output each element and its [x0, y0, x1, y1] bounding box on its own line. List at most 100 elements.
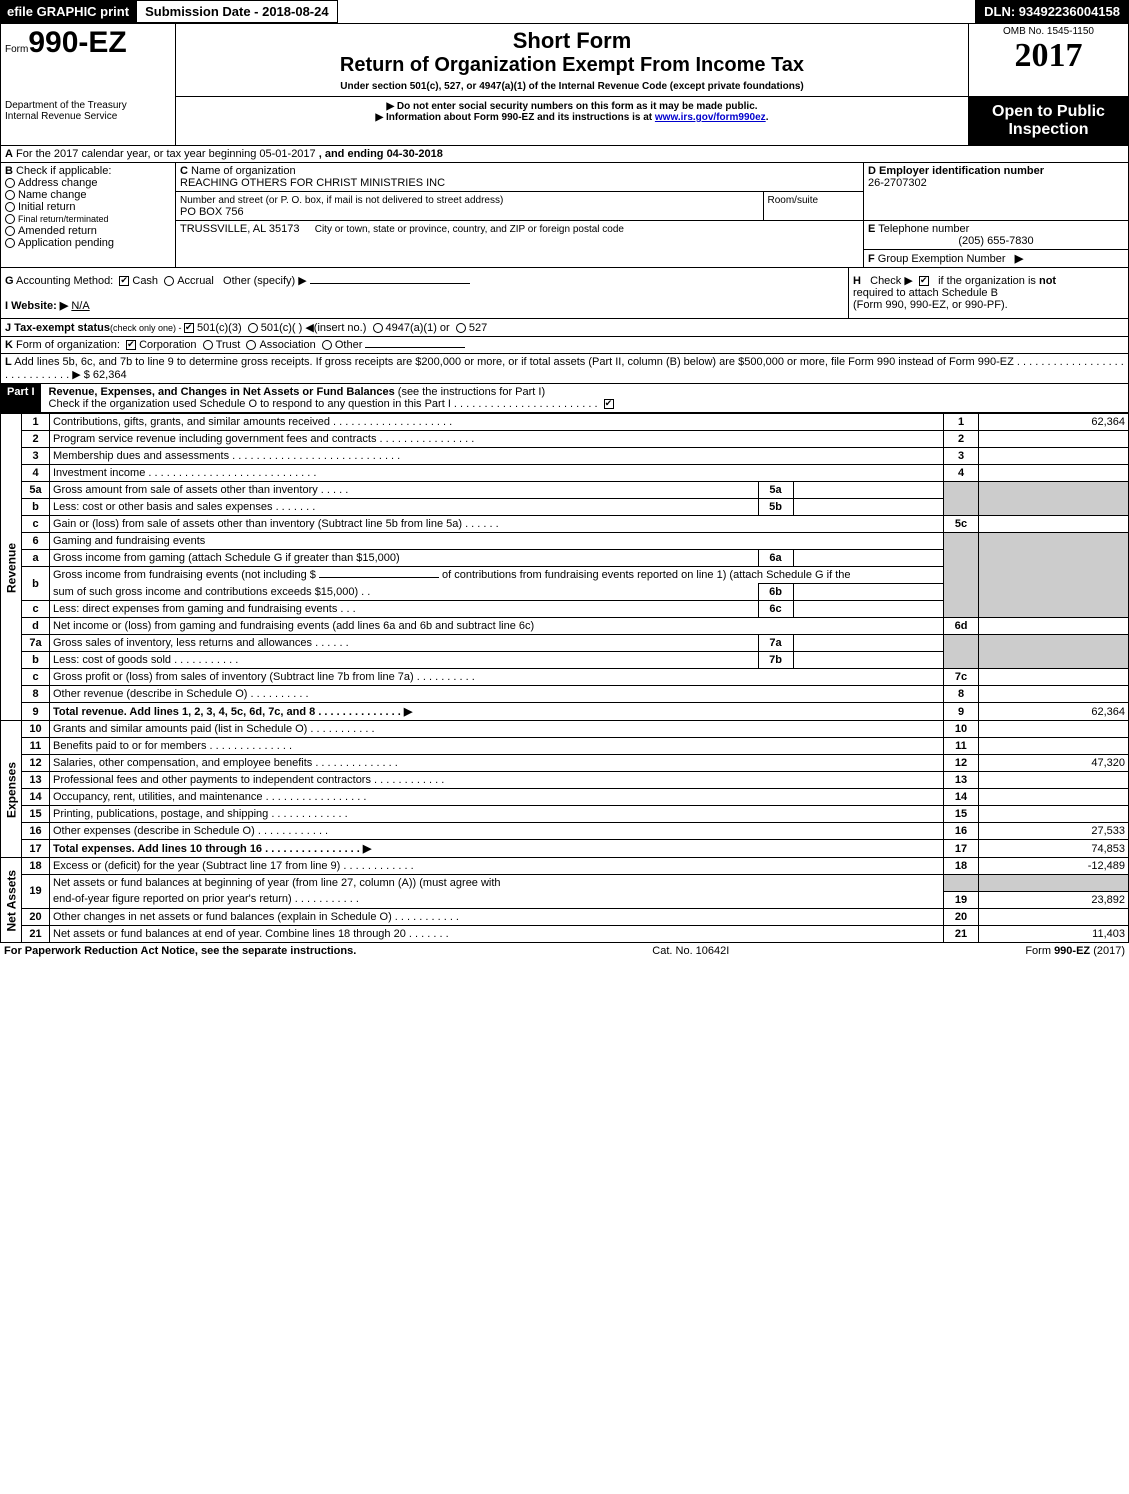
check-501c3[interactable]	[184, 323, 194, 333]
gray-6v	[979, 533, 1129, 618]
check-name-change[interactable]	[5, 190, 15, 200]
open-to-public: Open to Public	[973, 103, 1124, 121]
line-14-ref: 14	[944, 789, 979, 806]
check-initial-return[interactable]	[5, 202, 15, 212]
line-5c-num: c	[22, 516, 50, 533]
check-h[interactable]	[919, 276, 929, 286]
line-16-num: 16	[22, 823, 50, 840]
line-6b-desc1: Gross income from fundraising events (no…	[53, 569, 316, 581]
k-corp: Corporation	[139, 339, 196, 351]
line-10-ref: 10	[944, 721, 979, 738]
check-501c[interactable]	[248, 323, 258, 333]
gray-5	[944, 482, 979, 516]
check-4947[interactable]	[373, 323, 383, 333]
check-address-change[interactable]	[5, 178, 15, 188]
row-a-end: , and ending 04-30-2018	[319, 148, 443, 160]
line-7c-num: c	[22, 669, 50, 686]
line-6b-midval	[793, 584, 943, 601]
line-3-num: 3	[22, 448, 50, 465]
line-15-desc: Printing, publications, postage, and shi…	[50, 806, 944, 823]
line-13-desc: Professional fees and other payments to …	[50, 772, 944, 789]
footer-right-form: 990-EZ	[1054, 945, 1090, 957]
line-5a-midval	[793, 482, 943, 498]
check-corp[interactable]	[126, 340, 136, 350]
telephone: (205) 655-7830	[868, 235, 1124, 247]
line-6b-num: b	[22, 567, 50, 601]
row-g-label: G	[5, 275, 14, 287]
org-address: PO BOX 756	[180, 206, 244, 218]
check-app-pending[interactable]	[5, 238, 15, 248]
check-assoc[interactable]	[246, 340, 256, 350]
line-19-desc2: end-of-year figure reported on prior yea…	[50, 891, 944, 908]
part-i-title: Revenue, Expenses, and Changes in Net As…	[49, 386, 395, 398]
check-schedule-o[interactable]	[604, 399, 614, 409]
line-5a-desc: Gross amount from sale of assets other t…	[50, 482, 758, 498]
netassets-vlabel: Net Assets	[1, 858, 22, 943]
k-assoc: Association	[259, 339, 315, 351]
line-21-ref: 21	[944, 925, 979, 942]
check-accrual[interactable]	[164, 276, 174, 286]
part-i-lines-table: Revenue 1 Contributions, gifts, grants, …	[0, 413, 1129, 943]
line-14-num: 14	[22, 789, 50, 806]
line-4-val	[979, 465, 1129, 482]
line-6-desc: Gaming and fundraising events	[50, 533, 944, 550]
website: N/A	[71, 300, 89, 312]
line-1-ref: 1	[944, 414, 979, 431]
check-other[interactable]	[322, 340, 332, 350]
footer-mid: Cat. No. 10642I	[652, 945, 729, 957]
line-11-ref: 11	[944, 738, 979, 755]
line-5c-ref: 5c	[944, 516, 979, 533]
line-1-num: 1	[22, 414, 50, 431]
line-4-desc: Investment income . . . . . . . . . . . …	[50, 465, 944, 482]
check-cash[interactable]	[119, 276, 129, 286]
line-8-ref: 8	[944, 686, 979, 703]
row-e-text: Telephone number	[878, 223, 969, 235]
line-12-ref: 12	[944, 755, 979, 772]
line-10-num: 10	[22, 721, 50, 738]
row-c-text: Name of organization	[191, 165, 296, 177]
line-6d-ref: 6d	[944, 618, 979, 635]
inspection: Inspection	[973, 121, 1124, 139]
check-527[interactable]	[456, 323, 466, 333]
efile-print-button[interactable]: efile GRAPHIC print	[0, 0, 136, 23]
h-text4: (Form 990, 990-EZ, or 990-PF).	[853, 299, 1008, 311]
line-5a-mid: 5a	[758, 482, 793, 498]
org-name: REACHING OTHERS FOR CHRIST MINISTRIES IN…	[180, 177, 445, 189]
footer-left: For Paperwork Reduction Act Notice, see …	[4, 945, 356, 957]
line-6d-val	[979, 618, 1129, 635]
line-7c-desc: Gross profit or (loss) from sales of inv…	[50, 669, 944, 686]
line-7a-num: 7a	[22, 635, 50, 652]
line-6c-mid: 6c	[758, 601, 793, 617]
line-11-num: 11	[22, 738, 50, 755]
line-7a-desc: Gross sales of inventory, less returns a…	[50, 635, 758, 651]
line-13-num: 13	[22, 772, 50, 789]
line-5b-desc: Less: cost or other basis and sales expe…	[50, 499, 758, 515]
line-7c-ref: 7c	[944, 669, 979, 686]
line-15-num: 15	[22, 806, 50, 823]
line-3-val	[979, 448, 1129, 465]
g-other: Other (specify) ▶	[223, 275, 307, 287]
line-17-val: 74,853	[979, 840, 1129, 858]
row-a-label: A	[5, 148, 13, 160]
line-19-desc1: Net assets or fund balances at beginning…	[50, 875, 944, 892]
line-6b-desc3: sum of such gross income and contributio…	[50, 584, 758, 601]
row-e-label: E	[868, 223, 875, 235]
row-k-label: K	[5, 339, 13, 351]
info-link[interactable]: www.irs.gov/form990ez	[655, 112, 766, 123]
line-1-desc: Contributions, gifts, grants, and simila…	[50, 414, 944, 431]
line-17-desc-b: Total expenses. Add lines 10 through 16 …	[53, 843, 371, 855]
line-9-ref: 9	[944, 703, 979, 721]
gray-7v	[979, 635, 1129, 669]
row-h-label: H	[853, 275, 861, 287]
line-14-val	[979, 789, 1129, 806]
row-j-sub: (check only one) -	[110, 323, 184, 333]
line-2-desc: Program service revenue including govern…	[50, 431, 944, 448]
footer-right-pre: Form	[1025, 945, 1054, 957]
check-amended-return[interactable]	[5, 226, 15, 236]
check-trust[interactable]	[203, 340, 213, 350]
line-20-num: 20	[22, 908, 50, 925]
row-l-label: L	[5, 356, 12, 368]
j-501c: 501(c)( ) ◀(insert no.)	[261, 322, 367, 334]
line-7b-mid: 7b	[758, 652, 793, 668]
check-final-return[interactable]	[5, 214, 15, 224]
